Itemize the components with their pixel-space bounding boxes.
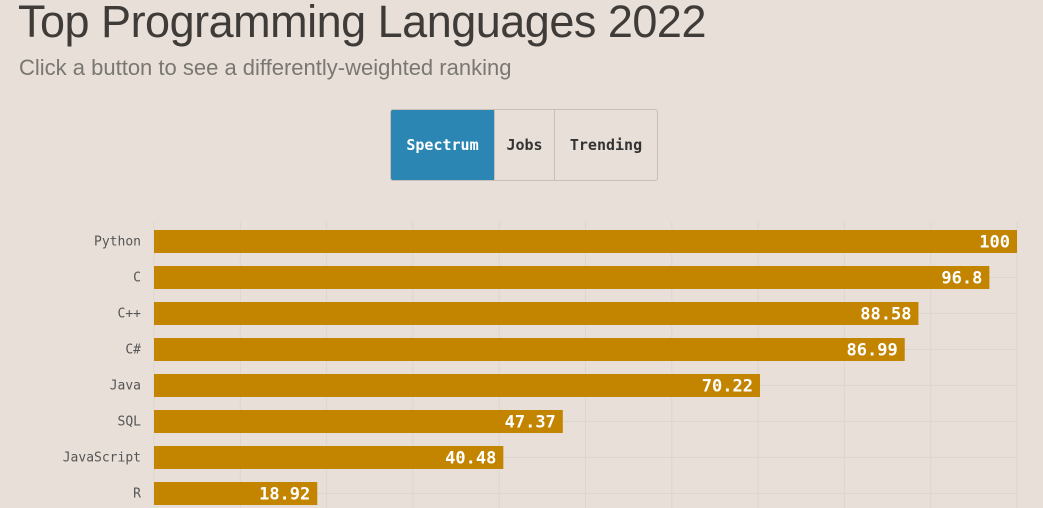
bar-python[interactable] bbox=[154, 230, 1017, 253]
category-label: C bbox=[133, 271, 141, 286]
value-label: 40.48 bbox=[445, 449, 496, 469]
spectrum-button[interactable]: Spectrum bbox=[391, 110, 494, 180]
ranking-button-group: Spectrum Jobs Trending bbox=[390, 109, 658, 181]
category-label: SQL bbox=[118, 415, 142, 430]
bar-c-[interactable] bbox=[154, 302, 919, 325]
bar-c-[interactable] bbox=[154, 338, 905, 361]
bar-sql[interactable] bbox=[154, 410, 563, 433]
category-label: Python bbox=[94, 235, 141, 250]
bar-java[interactable] bbox=[154, 374, 760, 397]
bar-r[interactable] bbox=[154, 482, 318, 505]
category-label: C# bbox=[125, 343, 141, 358]
value-label: 70.22 bbox=[702, 377, 753, 397]
category-label: JavaScript bbox=[63, 451, 141, 466]
category-label: Java bbox=[110, 379, 141, 394]
value-label: 96.8 bbox=[941, 269, 982, 289]
value-label: 100 bbox=[979, 233, 1010, 253]
value-label: 88.58 bbox=[860, 305, 911, 325]
page-title: Top Programming Languages 2022 bbox=[18, 0, 706, 47]
value-label: 18.92 bbox=[259, 485, 310, 505]
jobs-button[interactable]: Jobs bbox=[494, 110, 554, 180]
bar-javascript[interactable] bbox=[154, 446, 504, 469]
value-label: 47.37 bbox=[505, 413, 556, 433]
trending-button[interactable]: Trending bbox=[554, 110, 657, 180]
page-subtitle: Click a button to see a differently-weig… bbox=[19, 55, 512, 80]
category-label: R bbox=[133, 487, 141, 502]
bar-c[interactable] bbox=[154, 266, 990, 289]
category-label: C++ bbox=[118, 307, 142, 322]
category-labels: Python C C++ C# Java SQL JavaScript R bbox=[63, 235, 141, 502]
bars: 100 96.8 88.58 86.99 70.22 47.37 40.48 18.92 bbox=[154, 230, 1017, 505]
value-label: 86.99 bbox=[847, 341, 898, 361]
